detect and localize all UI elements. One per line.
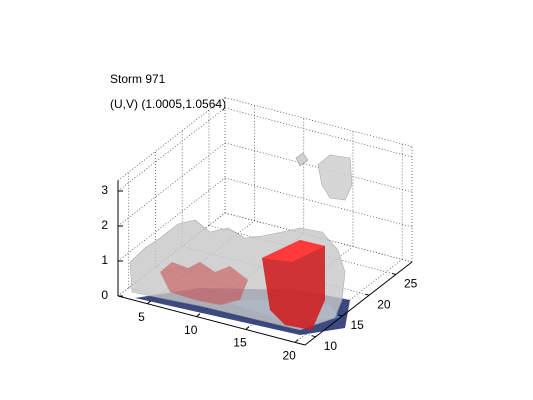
- z-tick-label: 0: [101, 288, 108, 302]
- isosurfaces: [129, 152, 353, 335]
- y-tick-label: 20: [377, 297, 391, 311]
- z-tick-label: 3: [101, 183, 108, 197]
- y-tick: [365, 293, 370, 296]
- y-tick-label: 10: [324, 339, 338, 353]
- y-tick: [391, 272, 397, 275]
- box-edge: [224, 97, 413, 147]
- y-tick-label: 15: [350, 318, 364, 332]
- gray-isosurface: [317, 154, 353, 201]
- x-tick: [245, 326, 250, 330]
- x-tick: [294, 339, 299, 343]
- axes: 0 1 2 3 5 10 15 20 10 15 20 25: [101, 180, 418, 363]
- red-isosurface: [262, 240, 325, 330]
- chart-title: Storm 971: [110, 72, 166, 86]
- z-tick-label: 1: [101, 253, 108, 267]
- x-tick: [147, 300, 151, 305]
- x-tick: [196, 313, 201, 317]
- chart-subtitle: (U,V) (1.0005,1.0564): [110, 97, 226, 111]
- red-isosurface-top: [262, 240, 325, 262]
- y-tick: [338, 314, 343, 317]
- grid-line: [224, 107, 413, 158]
- y-axis: [304, 261, 413, 346]
- x-tick-label: 15: [233, 336, 247, 350]
- z-tick-label: 2: [101, 218, 108, 232]
- grid-line: [224, 177, 413, 228]
- y-tick: [311, 335, 316, 338]
- x-tick-label: 10: [184, 323, 198, 337]
- x-axis: [117, 295, 306, 346]
- y-tick-label: 25: [404, 277, 418, 291]
- red-isosurface: [160, 262, 248, 305]
- x-tick-label: 20: [282, 349, 296, 363]
- gray-isosurface: [295, 152, 309, 167]
- x-tick-label: 5: [138, 310, 145, 324]
